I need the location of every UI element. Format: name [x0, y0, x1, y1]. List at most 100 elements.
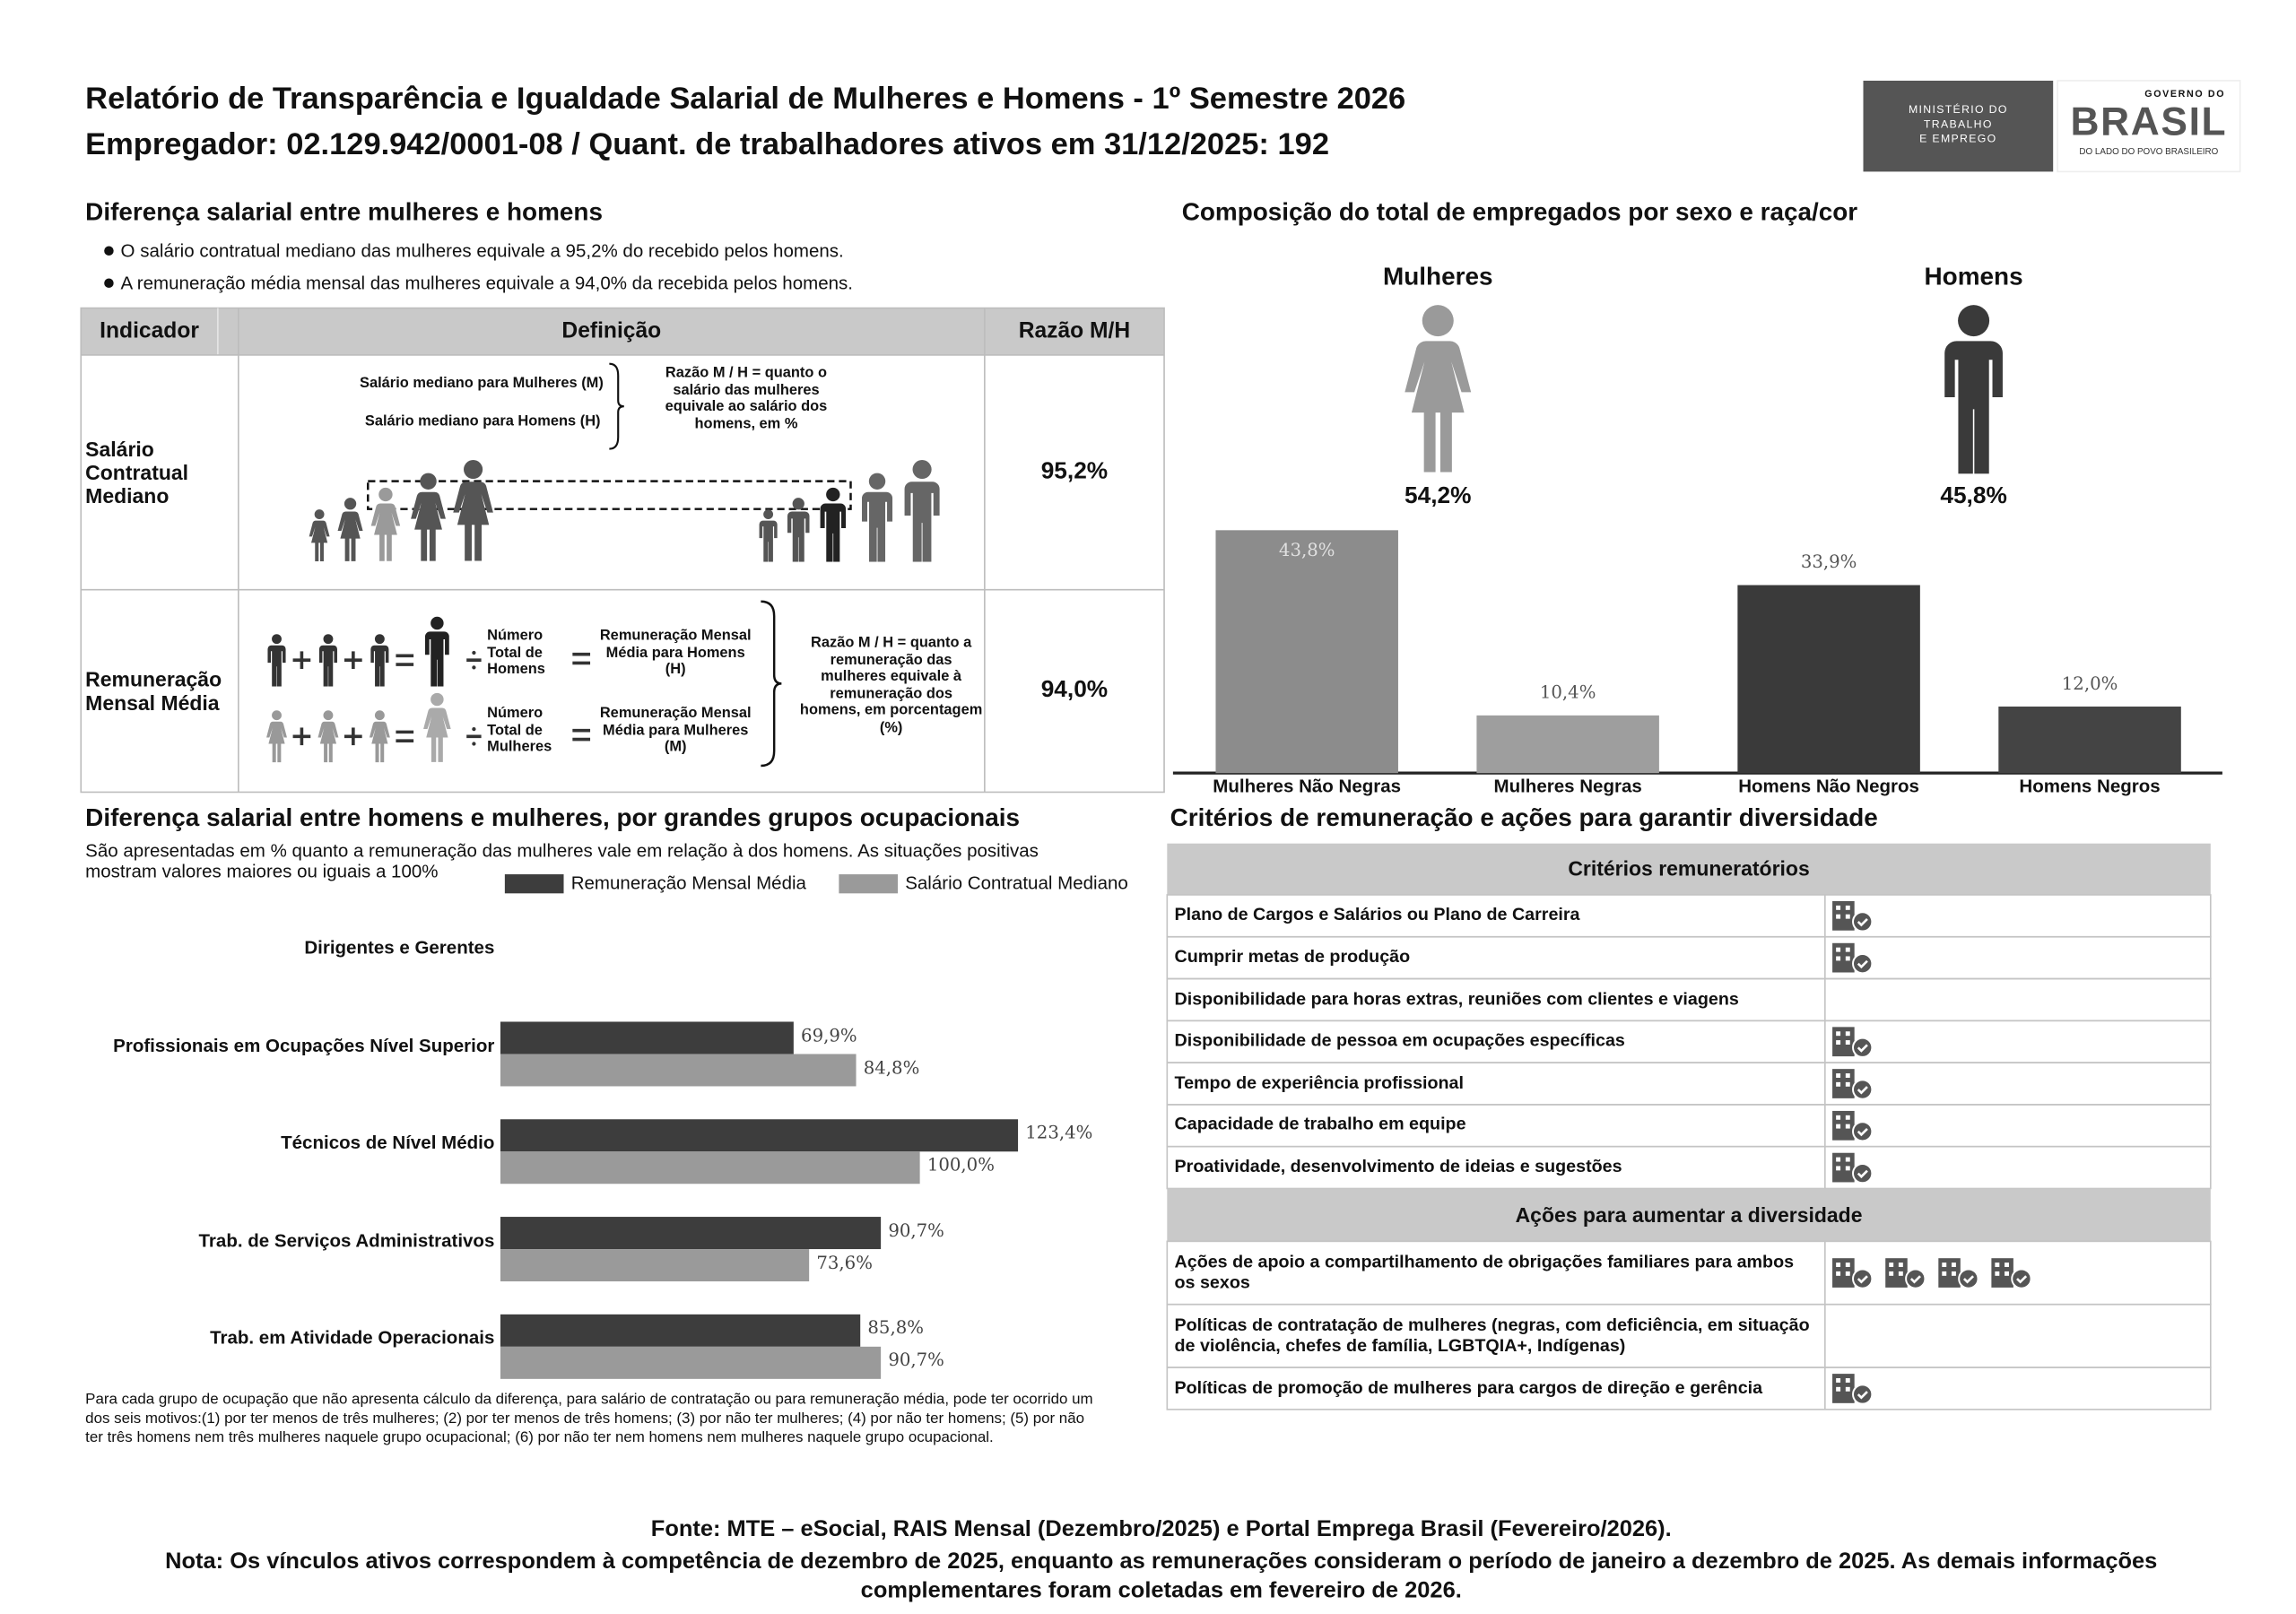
man-icon [759, 509, 778, 562]
category-label: Trab. de Serviços Administrativos [198, 1229, 495, 1251]
bullet-text: O salário contratual mediano das mulhere… [120, 240, 844, 262]
brace [609, 362, 624, 450]
bullet [104, 278, 114, 288]
category-label: Homens Não Negros [1738, 776, 1919, 797]
legend-label: Salário Contratual Mediano [905, 872, 1128, 894]
definition-note: Razão M / H = quanto a remuneração das m… [799, 635, 983, 736]
median-box [367, 480, 852, 510]
definition-note: Remuneração Mensal Média para Mulheres (… [599, 705, 752, 756]
bullet-text: A remuneração média mensal das mulheres … [120, 273, 854, 294]
ministry-logo-box [1863, 80, 2054, 172]
woman-icon [309, 509, 330, 561]
table-row [1166, 1367, 2212, 1410]
criterion-text: Capacidade de trabalho em equipe [1174, 1114, 1466, 1135]
definition-note: Número Total de Mulheres [487, 705, 552, 756]
section-title: Diferença salarial entre homens e mulher… [85, 803, 1021, 832]
bar [500, 1217, 882, 1250]
criterion-icon [1832, 1256, 1874, 1289]
criterion-text: Disponibilidade para horas extras, reuni… [1174, 987, 1739, 1009]
criterion-icon [1885, 1256, 1926, 1289]
man-icon [862, 473, 893, 562]
woman-icon [411, 473, 446, 561]
value-label: 69,9% [801, 1024, 857, 1046]
category-label: Dirigentes e Gerentes [304, 937, 495, 959]
criterion-icon [1832, 1026, 1874, 1058]
government-logo-brand: BRASIL [2070, 100, 2228, 144]
ministry-logo-text: E EMPREGO [1919, 132, 1997, 145]
criterion-text: Cumprir metas de produção [1174, 946, 1411, 968]
value-label: 12,0% [2061, 672, 2118, 694]
table-header: Indicador [100, 318, 199, 344]
criterion-icon [1832, 1151, 1874, 1184]
value-label: 90,7% [888, 1349, 944, 1371]
woman-figure [1405, 305, 1472, 473]
section-title: Diferença salarial entre mulheres e home… [85, 197, 603, 226]
section-header-bg [1167, 843, 2211, 895]
table-header: Razão M/H [1018, 318, 1131, 344]
bar [500, 1346, 882, 1379]
criterion-icon [1832, 1109, 1874, 1142]
legend-swatch [504, 874, 564, 894]
criterion-text: Disponibilidade de pessoa em ocupações e… [1174, 1029, 1625, 1051]
woman-icon [337, 498, 363, 561]
bar [500, 1054, 857, 1087]
value-label: 100,0% [926, 1154, 995, 1176]
brace [761, 600, 782, 768]
value-label: 85,8% [867, 1317, 924, 1339]
section-heading: Ações para aumentar a diversidade [1515, 1202, 1863, 1227]
government-logo-box [2057, 80, 2241, 173]
government-logo-top: GOVERNO DO [2144, 89, 2226, 100]
value-label: 90,7% [888, 1219, 944, 1241]
bar [1476, 715, 1659, 774]
woman-icon [370, 487, 401, 561]
category-label: Mulheres Não Negras [1213, 776, 1402, 797]
section-title: Composição do total de empregados por se… [1181, 197, 1858, 226]
bullet [104, 246, 114, 256]
footer-source: Fonte: MTE – eSocial, RAIS Mensal (Dezem… [650, 1516, 1672, 1542]
men-formula [267, 616, 591, 687]
category-label: Mulheres Negras [1493, 776, 1642, 797]
criterion-text: Plano de Cargos e Salários ou Plano de C… [1174, 904, 1580, 925]
legend-swatch [839, 874, 899, 894]
footnote: Para cada grupo de ocupação que não apre… [85, 1392, 1093, 1447]
bar [500, 1314, 861, 1347]
section-description: São apresentadas em % quanto a remuneraç… [85, 840, 1039, 882]
value-label: 33,9% [1800, 551, 1857, 572]
definition-note: Número Total de Homens [487, 628, 545, 678]
criterion-icon [1832, 941, 1874, 975]
criterion-text: Políticas de contratação de mulheres (ne… [1174, 1314, 1810, 1356]
table-border [80, 307, 1165, 794]
group-label: Mulheres [1383, 262, 1493, 291]
criterion-text: Proatividade, desenvolvimento de ideias … [1174, 1156, 1622, 1177]
definition-note: Razão M / H = quanto o salário das mulhe… [665, 365, 828, 432]
category-label: Homens Negros [2019, 776, 2161, 797]
bar [500, 1021, 794, 1054]
category-label: Profissionais em Ocupações Nível Superio… [113, 1035, 495, 1056]
indicator-name: Remuneração Mensal Média [85, 667, 222, 715]
table-header: Definição [561, 318, 662, 344]
category-label: Técnicos de Nível Médio [281, 1132, 495, 1153]
category-label: Trab. em Atividade Operacionais [210, 1327, 495, 1349]
definition-note: Salário mediano para Homens (H) [364, 413, 601, 430]
criterion-icon [1832, 1067, 1874, 1100]
bar [500, 1249, 810, 1282]
table-row [1166, 1145, 2212, 1190]
section-title: Critérios de remuneração e ações para ga… [1170, 803, 1878, 832]
group-share: 45,8% [1940, 483, 2007, 509]
criterion-text: Tempo de experiência profissional [1174, 1072, 1464, 1093]
footer-note: Nota: Os vínculos ativos correspondem à … [165, 1549, 2158, 1604]
criterion-text: Ações de apoio a compartilhamento de obr… [1174, 1251, 1795, 1292]
value-label: 43,8% [1278, 540, 1335, 561]
ratio-value: 95,2% [1040, 458, 1109, 484]
ratio-value: 94,0% [1040, 677, 1109, 703]
criterion-icon [1832, 1372, 1874, 1405]
value-label: 73,6% [816, 1252, 873, 1273]
report-subtitle: Empregador: 02.129.942/0001-08 / Quant. … [85, 127, 1330, 161]
definition-note: Remuneração Mensal Média para Homens (H) [599, 628, 752, 678]
man-icon [820, 487, 847, 562]
criterion-icon [1991, 1256, 2032, 1289]
section-heading: Critérios remuneratórios [1568, 857, 1810, 881]
bar [1737, 585, 1920, 774]
legend-label: Remuneração Mensal Média [570, 872, 806, 894]
